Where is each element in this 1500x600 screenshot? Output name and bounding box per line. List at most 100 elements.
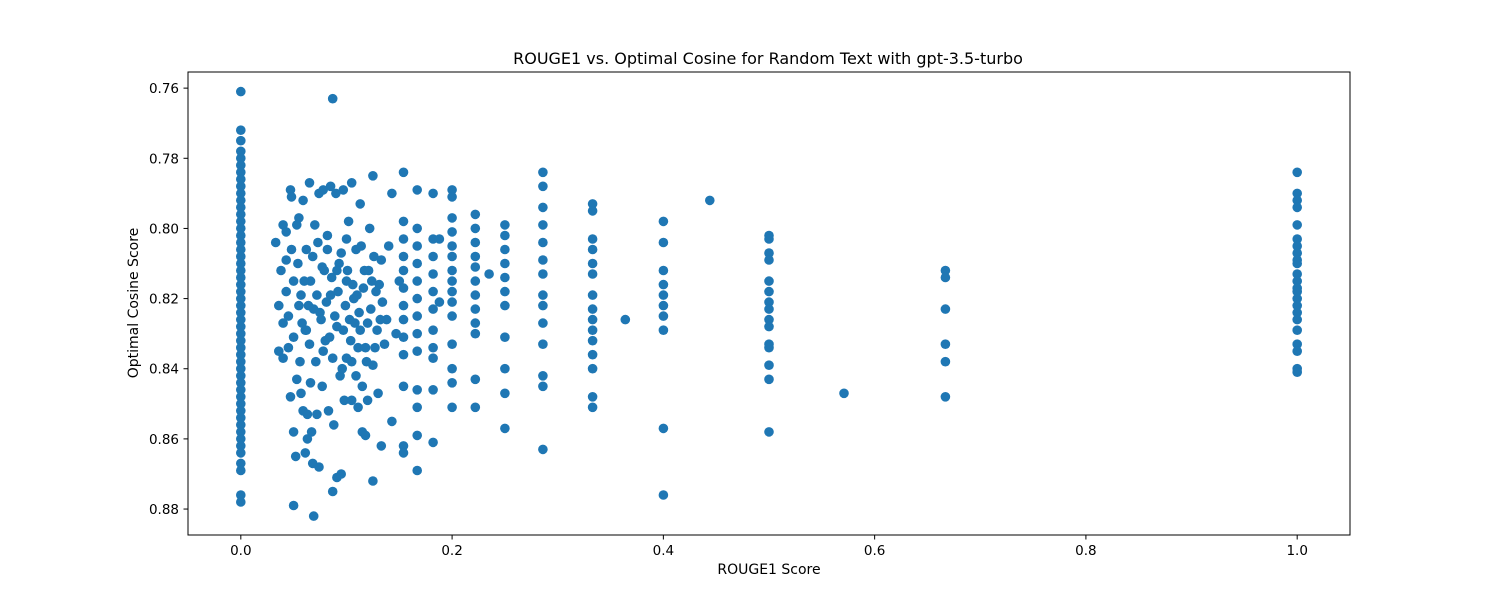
data-point — [428, 304, 438, 314]
data-point — [764, 360, 774, 371]
data-point — [360, 342, 371, 353]
data-point — [398, 283, 409, 293]
data-point — [236, 342, 246, 353]
data-point — [281, 255, 292, 265]
data-point — [288, 276, 299, 286]
chart-title: ROUGE1 vs. Optimal Cosine for Random Tex… — [513, 49, 1023, 68]
data-point — [345, 335, 356, 346]
data-point — [236, 441, 246, 451]
data-point — [236, 125, 246, 135]
data-point — [346, 178, 357, 188]
data-point — [281, 286, 292, 297]
data-point — [304, 178, 315, 188]
data-point — [764, 276, 774, 286]
data-point — [587, 258, 598, 269]
data-point — [538, 381, 548, 392]
data-point — [356, 241, 367, 251]
data-point — [327, 353, 338, 364]
data-point — [283, 342, 294, 353]
data-point — [587, 234, 598, 244]
data-point — [283, 311, 294, 321]
data-point — [236, 406, 246, 416]
data-point — [500, 258, 510, 269]
data-point — [285, 185, 296, 195]
data-point — [1292, 300, 1302, 311]
data-point — [295, 356, 305, 367]
data-point — [447, 251, 457, 262]
data-point — [372, 325, 382, 336]
data-point — [1292, 195, 1302, 206]
data-point — [236, 363, 246, 374]
data-point — [236, 265, 246, 276]
data-point — [447, 339, 457, 350]
data-point — [330, 311, 340, 321]
data-point — [312, 409, 322, 420]
data-point — [353, 402, 363, 413]
data-point — [447, 185, 457, 195]
data-point — [339, 395, 350, 406]
data-point — [412, 258, 423, 269]
data-point — [285, 392, 296, 402]
data-point — [294, 213, 304, 223]
data-point — [398, 300, 409, 311]
data-point — [428, 353, 438, 364]
data-point — [236, 195, 246, 206]
data-point — [447, 286, 457, 297]
data-point — [500, 220, 510, 230]
data-point — [276, 265, 286, 276]
data-point — [538, 318, 548, 328]
data-point — [398, 251, 409, 262]
data-point — [236, 314, 246, 325]
data-point — [308, 511, 319, 521]
data-point — [346, 395, 357, 406]
plot-frame — [187, 71, 1351, 536]
data-point — [299, 276, 310, 286]
data-point — [398, 349, 409, 360]
data-point — [587, 335, 598, 346]
data-point — [398, 448, 409, 458]
data-point — [236, 258, 246, 269]
data-point — [538, 339, 548, 350]
data-point — [236, 448, 246, 458]
data-point — [412, 430, 423, 441]
data-point — [236, 167, 246, 178]
data-point — [350, 318, 360, 328]
data-point — [236, 434, 246, 444]
data-point — [313, 237, 323, 248]
data-point — [236, 300, 246, 311]
data-point — [236, 371, 246, 381]
data-point — [398, 441, 409, 451]
data-point — [376, 255, 387, 265]
data-point — [286, 244, 297, 255]
data-point — [428, 188, 438, 199]
data-point — [300, 325, 311, 336]
data-point — [358, 283, 369, 293]
data-point — [764, 427, 774, 437]
y-axis-ticks: 0.76 0.78 0.80 0.82 0.84 0.86 0.88 — [149, 81, 188, 518]
data-point — [298, 195, 308, 206]
data-point — [353, 342, 363, 353]
data-point — [373, 388, 383, 399]
data-point — [412, 223, 423, 234]
data-point — [412, 328, 423, 339]
data-point — [318, 185, 329, 195]
data-point — [500, 272, 510, 283]
data-point — [658, 216, 669, 227]
data-point — [374, 279, 385, 290]
data-point — [412, 465, 423, 476]
data-point — [470, 290, 481, 300]
data-point — [412, 185, 423, 195]
data-point — [412, 276, 423, 286]
data-point — [447, 311, 457, 321]
data-point — [940, 304, 951, 314]
data-point — [587, 206, 598, 216]
data-point — [236, 237, 246, 248]
data-point — [368, 171, 378, 181]
data-point — [340, 300, 351, 311]
data-point — [587, 304, 598, 314]
data-point — [236, 335, 246, 346]
data-point — [1292, 325, 1302, 336]
data-point — [311, 356, 321, 367]
data-point — [1292, 188, 1302, 199]
